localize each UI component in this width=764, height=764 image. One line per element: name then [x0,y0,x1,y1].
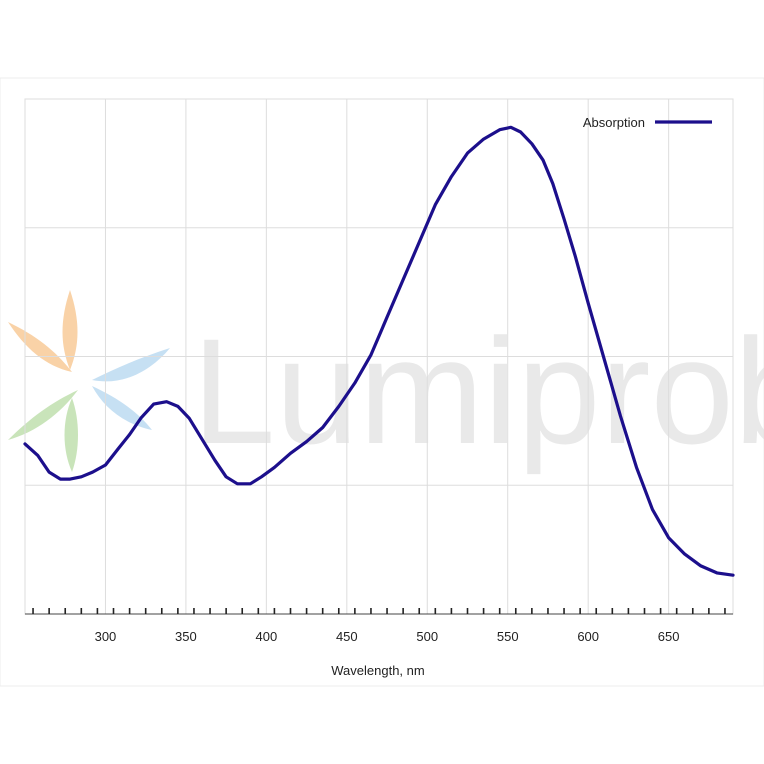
watermark-text: Lumiprobe [192,307,764,475]
x-axis-title: Wavelength, nm [331,663,424,678]
x-tick-label: 400 [256,629,278,644]
legend-label: Absorption [583,115,645,130]
x-axis: 300 350 400 450 500 550 600 650 [25,608,733,644]
x-tick-label: 300 [95,629,117,644]
x-tick-label: 450 [336,629,358,644]
chart-panel [0,77,764,687]
grid [24,98,734,615]
x-tick-label: 500 [416,629,438,644]
absorption-series-line [23,125,735,577]
x-tick-label: 650 [658,629,680,644]
x-tick-label: 600 [577,629,599,644]
x-tick-label: 350 [175,629,197,644]
legend: Absorption [583,115,712,130]
x-tick-label: 550 [497,629,519,644]
